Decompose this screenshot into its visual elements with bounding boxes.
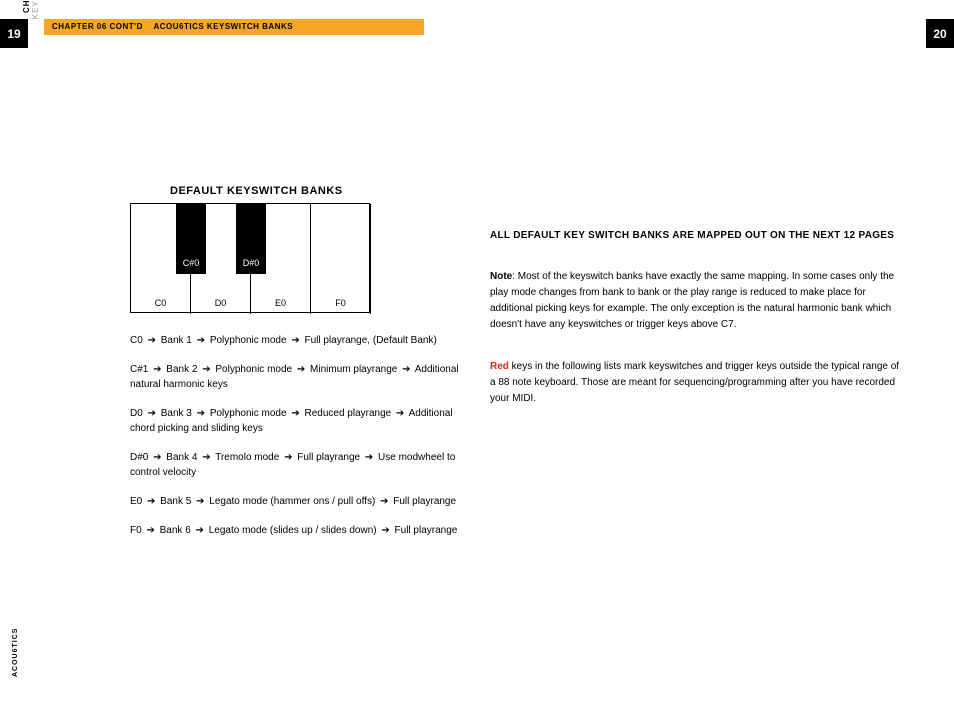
piano-diagram: C0 D0 E0 F0 C#0 D#0 [130, 203, 370, 313]
bank-item: D#0 ➔ Bank 4 ➔ Tremolo mode ➔ Full playr… [130, 450, 460, 480]
bank-item: C0 ➔ Bank 1 ➔ Polyphonic mode ➔ Full pla… [130, 333, 460, 348]
red-paragraph: Red keys in the following lists mark key… [490, 359, 900, 407]
bank-item: F0 ➔ Bank 6 ➔ Legato mode (slides up / s… [130, 523, 460, 538]
bank-list: C0 ➔ Bank 1 ➔ Polyphonic mode ➔ Full pla… [130, 333, 460, 538]
bank-item: E0 ➔ Bank 5 ➔ Legato mode (hammer ons / … [130, 494, 460, 509]
chapter-header: CHAPTER 06 CONT'D ACOU6TICS KEYSWITCH BA… [44, 19, 424, 35]
note-paragraph: Note: Most of the keyswitch banks have e… [490, 269, 900, 333]
black-key-ds0: D#0 [236, 204, 266, 274]
page-number-right: 20 [926, 19, 954, 48]
side-label: CHAPTER 06/ KEYSWITCHES [22, 0, 40, 70]
section-title: DEFAULT KEYSWITCH BANKS [170, 185, 460, 197]
bank-item: C#1 ➔ Bank 2 ➔ Polyphonic mode ➔ Minimum… [130, 362, 460, 392]
bottom-label: ACOU6TICS [12, 628, 19, 677]
right-heading: ALL DEFAULT KEY SWITCH BANKS ARE MAPPED … [490, 228, 900, 243]
bank-item: D0 ➔ Bank 3 ➔ Polyphonic mode ➔ Reduced … [130, 406, 460, 436]
white-key-f0: F0 [311, 204, 371, 314]
black-key-cs0: C#0 [176, 204, 206, 274]
